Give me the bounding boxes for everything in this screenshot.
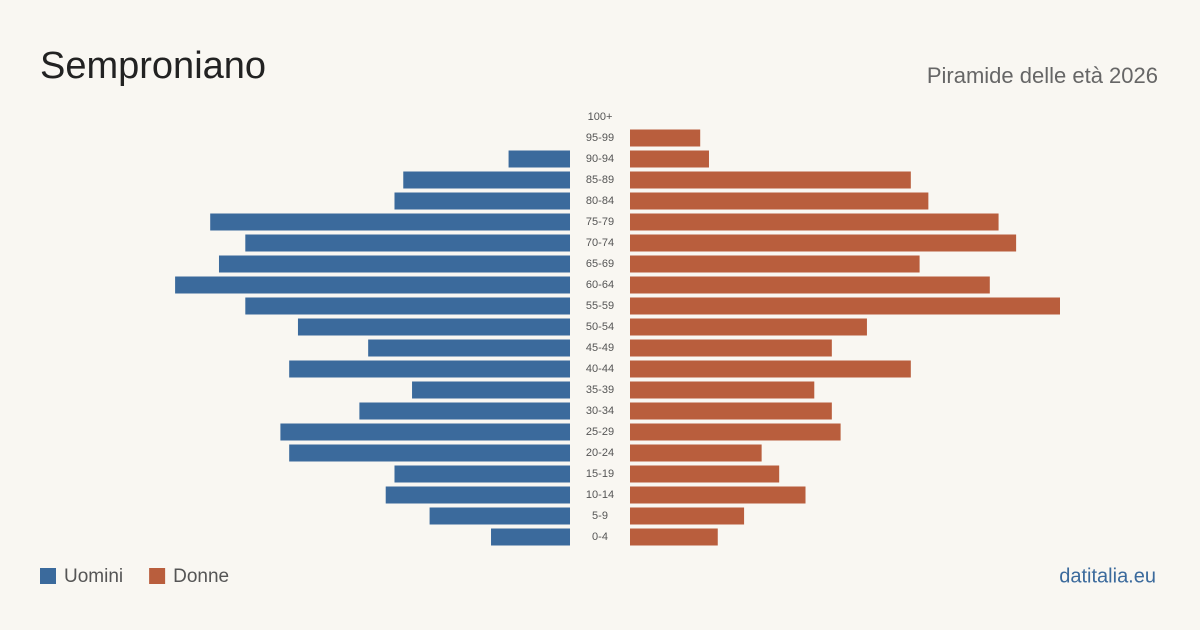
age-label: 50-54: [586, 321, 614, 333]
chart-subtitle: Piramide delle età 2026: [927, 63, 1158, 88]
bar: [630, 171, 911, 189]
age-label: 80-84: [586, 195, 614, 207]
bar: [630, 402, 832, 420]
age-label: 55-59: [586, 300, 614, 312]
bar: [394, 192, 570, 210]
bar: [630, 528, 718, 546]
bar: [491, 528, 570, 546]
bar: [403, 171, 570, 189]
bar: [359, 402, 570, 420]
source: datitalia.eu: [1059, 565, 1156, 587]
bar: [297, 318, 570, 336]
legend-swatch: [149, 568, 166, 584]
chart-title: Semproniano: [40, 45, 266, 87]
bar: [630, 255, 920, 273]
age-label: 85-89: [586, 174, 614, 186]
age-label: 95-99: [586, 132, 614, 144]
bar: [245, 297, 570, 315]
age-label: 35-39: [586, 384, 614, 396]
bar: [630, 486, 806, 504]
age-label: 70-74: [586, 237, 614, 249]
age-label: 100+: [588, 111, 613, 123]
bar: [630, 234, 1017, 252]
bar: [245, 234, 570, 252]
bar: [630, 423, 841, 441]
bar: [429, 507, 570, 525]
age-label: 65-69: [586, 258, 614, 270]
bar: [280, 423, 570, 441]
bar: [630, 297, 1060, 315]
bar: [630, 360, 911, 378]
bar: [630, 318, 867, 336]
bar: [368, 339, 570, 357]
bar: [630, 339, 832, 357]
legend-label: Donne: [173, 566, 229, 587]
age-label: 0-4: [592, 531, 608, 543]
age-label: 45-49: [586, 342, 614, 354]
bar: [630, 465, 780, 483]
bar: [630, 381, 815, 399]
bar: [630, 192, 929, 210]
bar: [630, 150, 709, 168]
age-label: 75-79: [586, 216, 614, 228]
age-label: 90-94: [586, 153, 614, 165]
bar: [394, 465, 570, 483]
bar: [630, 444, 762, 462]
bar: [289, 360, 570, 378]
age-label: 25-29: [586, 426, 614, 438]
age-label: 60-64: [586, 279, 614, 291]
age-label: 10-14: [586, 489, 614, 501]
age-label: 5-9: [592, 510, 608, 522]
age-label: 15-19: [586, 468, 614, 480]
bar: [630, 129, 701, 147]
bar: [385, 486, 570, 504]
legend-swatch: [40, 568, 56, 584]
bar: [630, 213, 999, 231]
bar: [175, 276, 570, 294]
age-label: 30-34: [586, 405, 614, 417]
bar: [210, 213, 570, 231]
bar: [630, 276, 990, 294]
bar: [218, 255, 570, 273]
bar: [289, 444, 570, 462]
bar: [508, 150, 570, 168]
age-label: 20-24: [586, 447, 614, 459]
bar: [630, 507, 745, 525]
bar: [412, 381, 570, 399]
legend-label: Uomini: [64, 566, 123, 587]
age-label: 40-44: [586, 363, 614, 375]
